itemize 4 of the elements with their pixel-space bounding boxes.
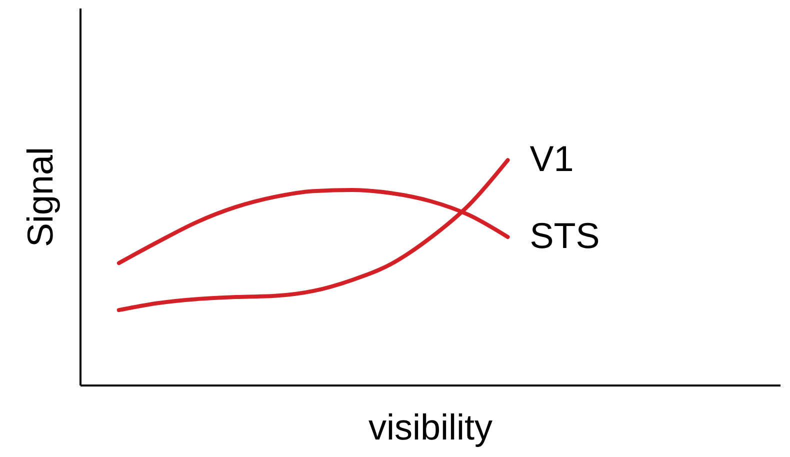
series-label: STS	[530, 214, 600, 256]
x-axis-title: visibility	[368, 406, 493, 448]
series-label: V1	[530, 138, 574, 180]
y-axis-title: Signal	[20, 146, 60, 248]
